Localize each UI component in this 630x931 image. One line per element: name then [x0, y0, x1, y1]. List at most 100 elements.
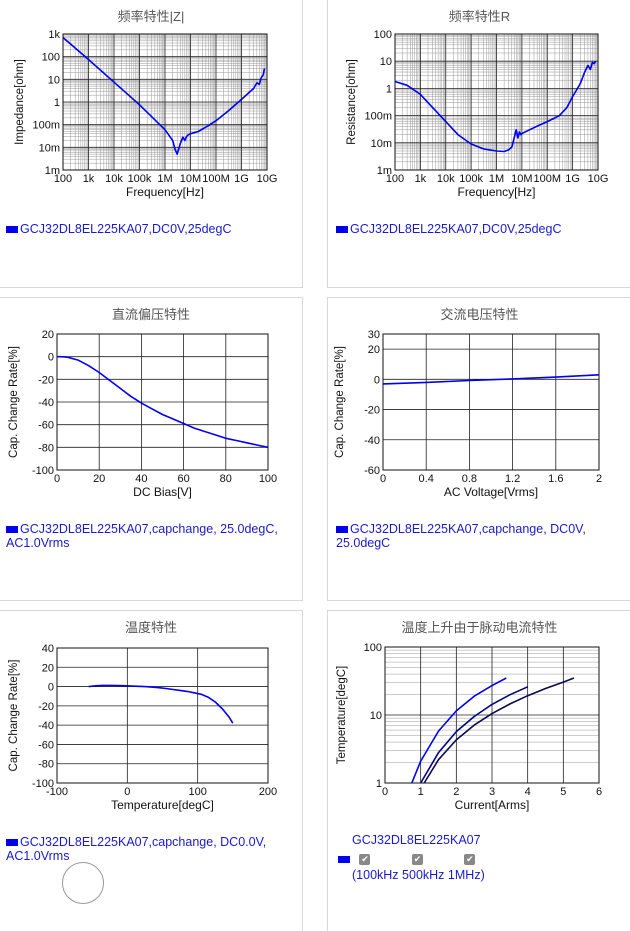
y-tick-label: -60 — [364, 465, 380, 477]
y-tick-label: -80 — [38, 442, 54, 454]
x-tick-label: 10k — [437, 173, 455, 185]
y-tick-label: 1 — [386, 83, 392, 95]
legend-freqs: (100kHz 500kHz 1MHz) — [352, 868, 485, 882]
x-axis-label: Frequency[Hz] — [457, 185, 535, 199]
y-tick-label: 0 — [48, 352, 54, 364]
x-tick-label: 10k — [105, 173, 123, 185]
checkbox-500khz[interactable]: ✔ — [411, 854, 423, 866]
x-tick-label: 100 — [188, 786, 206, 798]
y-tick-label: 20 — [42, 329, 54, 341]
y-tick-label: -40 — [364, 435, 380, 447]
y-tick-label: -60 — [38, 420, 54, 432]
y-tick-label: 1k — [48, 29, 60, 41]
y-tick-label: -40 — [38, 720, 54, 732]
y-tick-label: 10m — [371, 138, 392, 150]
impedance-chart: 100 1k 10k 100k 1M 10M 100M 1G 10G 1k 100 10 1 100m 10… — [14, 29, 278, 199]
chart-title: 温度特性 — [124, 620, 177, 635]
scroll-indicator[interactable] — [62, 862, 104, 904]
y-axis-label: Cap. Change Rate[%] — [334, 346, 346, 458]
y-tick-label: -20 — [364, 405, 380, 417]
x-tick-label: 1G — [565, 173, 580, 185]
legend-swatch — [6, 226, 18, 234]
legend: GCJ32DL8EL225KA07,capchange, 25.0degC, A… — [6, 522, 296, 550]
x-axis-label: AC Voltage[Vrms] — [444, 485, 538, 499]
chart-title: 直流偏压特性 — [111, 307, 190, 322]
x-tick-label: 100k — [459, 173, 483, 185]
x-tick-label: -100 — [46, 786, 68, 798]
y-axis-label: Impedance[ohm] — [14, 59, 26, 145]
legend: GCJ32DL8EL225KA07,DC0V,25degC — [336, 222, 626, 236]
x-tick-label: 1G — [234, 173, 249, 185]
y-tick-label: 100 — [374, 29, 392, 41]
y-tick-label: 1m — [377, 165, 392, 177]
y-tick-label: 100 — [364, 642, 382, 654]
y-tick-label: 10m — [39, 142, 60, 154]
x-axis-label: DC Bias[V] — [133, 485, 192, 499]
chart-title: 交流电压特性 — [440, 307, 519, 322]
x-tick-label: 0 — [382, 786, 388, 798]
x-tick-label: 10G — [257, 173, 278, 185]
x-tick-label: 60 — [177, 473, 189, 485]
x-tick-label: 10G — [588, 173, 609, 185]
y-tick-label: -60 — [38, 739, 54, 751]
x-tick-label: 1k — [415, 173, 427, 185]
x-tick-label: 100k — [128, 173, 152, 185]
plot-frame — [394, 33, 599, 171]
legend-label: GCJ32DL8EL225KA07,capchange, 25.0degC, A… — [6, 522, 278, 550]
x-tick-label: 20 — [93, 473, 105, 485]
x-tick-label: 4 — [525, 786, 531, 798]
x-tick-label: 10M — [511, 173, 532, 185]
x-tick-label: 100M — [202, 173, 230, 185]
panel-ac-voltage: 交流电压特性 0 0.4 0.8 1.2 1.6 2 30 20 0 -20 -40 -60 AC Vo… — [327, 297, 630, 601]
plot-frame — [56, 647, 269, 784]
x-tick-label: 200 — [259, 786, 277, 798]
plot-frame — [384, 646, 600, 784]
x-tick-label: 1M — [489, 173, 504, 185]
x-axis-label: Temperature[degC] — [111, 798, 214, 812]
checkbox-1mhz[interactable]: ✔ — [464, 854, 476, 866]
plot-frame — [62, 33, 268, 171]
legend-label: GCJ32DL8EL225KA07 — [352, 833, 481, 847]
legend-swatch — [336, 526, 348, 534]
x-tick-label: 100M — [533, 173, 561, 185]
x-tick-label: 80 — [220, 473, 232, 485]
series-line — [423, 677, 575, 784]
y-tick-label: -20 — [38, 701, 54, 713]
x-tick-label: 1k — [83, 173, 95, 185]
x-tick-label: 100 — [386, 173, 404, 185]
y-tick-label: 10 — [370, 710, 382, 722]
series-line — [88, 684, 234, 724]
y-tick-label: 20 — [368, 344, 380, 356]
x-axis-label: Current[Arms] — [455, 798, 530, 812]
legend-label: GCJ32DL8EL225KA07,DC0V,25degC — [20, 222, 232, 236]
series-line — [411, 677, 507, 784]
legend-swatch — [336, 226, 348, 234]
x-tick-label: 2 — [453, 786, 459, 798]
series-line — [394, 60, 597, 153]
chart-title: 频率特性R — [448, 9, 511, 24]
panel-temperature: 温度特性 -100 0 100 200 40 20 0 -20 -40 -60 -80 -100 Tem… — [0, 610, 303, 931]
checkbox-100khz[interactable]: ✔ — [359, 854, 371, 866]
x-tick-label: 0 — [54, 473, 60, 485]
legend-label: GCJ32DL8EL225KA07,capchange, DC0.0V, AC1… — [6, 835, 267, 863]
y-axis-label: Temperature[degC] — [336, 666, 348, 764]
y-tick-label: 40 — [42, 643, 54, 655]
panel-impedance: 频率特性|Z| 100 1k 10k 100k 1M 10M 100M 1G 10G 1k 100 1… — [0, 0, 303, 288]
y-tick-label: -40 — [38, 397, 54, 409]
y-axis-label: Resistance[ohm] — [346, 59, 358, 145]
y-tick-label: 100m — [364, 111, 392, 123]
panel-ripple: 温度上升由于脉动电流特性 0 1 2 3 4 5 6 100 10 1 Current[Arms] T… — [327, 610, 630, 931]
y-tick-label: -20 — [38, 374, 54, 386]
x-tick-label: 1M — [157, 173, 172, 185]
x-tick-label: 0 — [124, 786, 130, 798]
y-tick-label: 100 — [42, 52, 60, 64]
legend: GCJ32DL8EL225KA07,capchange, DC0V, 25.0d… — [336, 522, 626, 550]
legend-checkboxes: ✔ ✔ ✔ — [338, 852, 628, 866]
legend-swatch — [6, 839, 18, 847]
panel-resistance: 频率特性R 100 1k 10k 100k 1M 10M 100M 1G 10G 100 10 1 10… — [327, 0, 630, 288]
chart-title: 频率特性|Z| — [117, 9, 185, 24]
plot-frame — [382, 333, 600, 471]
ac-voltage-chart: 0 0.4 0.8 1.2 1.6 2 30 20 0 -20 -40 -60 AC Voltage[V… — [334, 329, 602, 499]
x-axis-label: Frequency[Hz] — [126, 185, 204, 199]
y-tick-label: 30 — [368, 329, 380, 341]
